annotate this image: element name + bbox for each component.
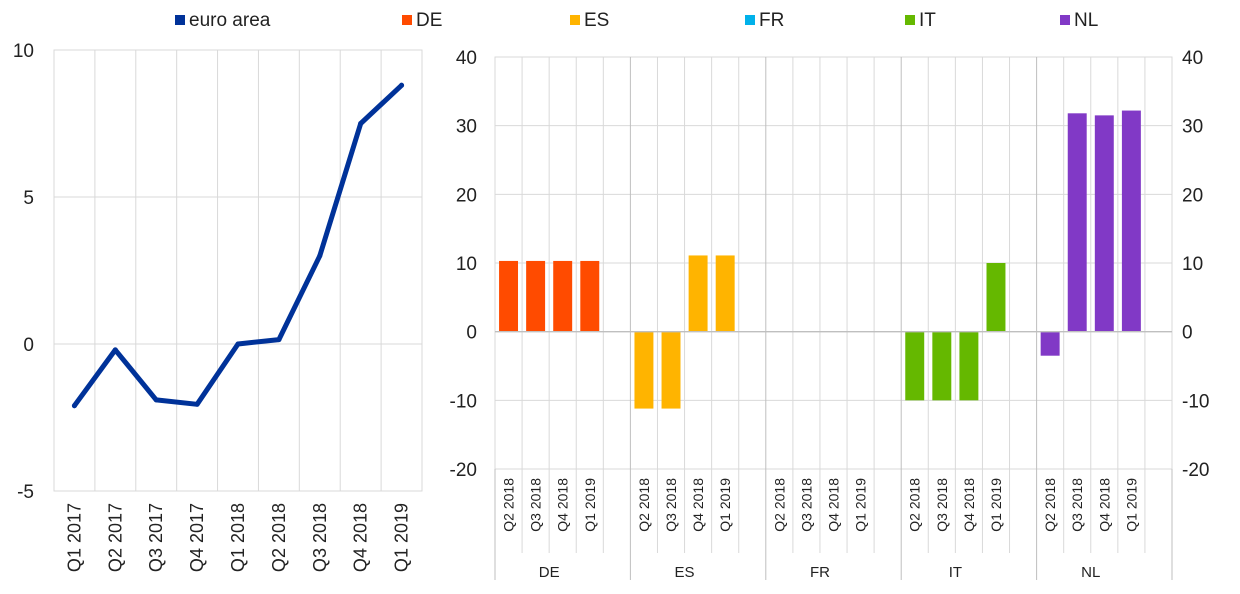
bar-x-tick-label: Q3 2018 bbox=[528, 478, 544, 532]
line-x-tick-label: Q2 2018 bbox=[269, 503, 289, 572]
bar-y-tick-label-left: -10 bbox=[450, 391, 477, 412]
bar-x-tick-label: Q2 2018 bbox=[636, 478, 652, 532]
line-x-tick-label: Q1 2019 bbox=[392, 503, 412, 572]
line-y-tick-label: 5 bbox=[23, 188, 34, 209]
bar-x-tick-label: Q2 2018 bbox=[1042, 478, 1058, 532]
bar-y-tick-label-right: 10 bbox=[1182, 254, 1203, 275]
bar-group-label-nl: NL bbox=[1081, 564, 1100, 581]
bar-y-tick-label-left: 30 bbox=[456, 117, 477, 138]
line-point bbox=[276, 337, 282, 343]
bar-nl-q4-2018 bbox=[1094, 115, 1114, 332]
bar-es-q3-2018 bbox=[661, 331, 681, 409]
bar-nl-q1-2019 bbox=[1121, 110, 1141, 332]
bar-y-tick-label-left: 0 bbox=[466, 323, 477, 344]
legend-swatch-it bbox=[905, 15, 915, 25]
legend-swatch-es bbox=[570, 15, 580, 25]
bar-x-tick-label: Q3 2018 bbox=[934, 478, 950, 532]
country-bar-chart: -20 -20 -10 -10 0 0 10 10 20 20 30 30 40 40 Q2 2018 Q3 … bbox=[450, 48, 1210, 581]
line-point bbox=[317, 253, 323, 259]
line-point bbox=[112, 347, 118, 353]
bar-x-tick-label: Q3 2018 bbox=[798, 478, 814, 532]
bar-x-tick-label: Q1 2019 bbox=[988, 478, 1004, 532]
bar-y-tick-label-right: 30 bbox=[1182, 117, 1203, 138]
bar-de-q2-2018 bbox=[499, 260, 519, 332]
line-point bbox=[194, 401, 200, 407]
bar-x-tick-label: Q1 2019 bbox=[582, 478, 598, 532]
bar-de-q3-2018 bbox=[526, 260, 546, 332]
bar-x-tick-label: Q1 2019 bbox=[1123, 478, 1139, 532]
bar-y-tick-label-left: -20 bbox=[450, 460, 477, 481]
line-point bbox=[235, 341, 241, 347]
line-series-euro-area bbox=[71, 82, 405, 409]
legend-label-nl: NL bbox=[1074, 10, 1098, 31]
legend-label-de: DE bbox=[416, 10, 442, 31]
bar-group-label-es: ES bbox=[675, 564, 695, 581]
legend-swatch-nl bbox=[1060, 15, 1070, 25]
bar-it-q2-2018 bbox=[905, 331, 925, 401]
bar-group-label-fr: FR bbox=[810, 564, 830, 581]
bar-group-label-de: DE bbox=[539, 564, 560, 581]
legend-label-fr: FR bbox=[759, 10, 784, 31]
legend-label-es: ES bbox=[584, 10, 609, 31]
bar-y-tick-label-left: 20 bbox=[456, 185, 477, 206]
bar-x-tick-label: Q4 2018 bbox=[826, 478, 842, 532]
bar-nl-q2-2018 bbox=[1040, 331, 1060, 356]
bar-x-tick-label: Q4 2018 bbox=[1096, 478, 1112, 532]
bar-y-tick-label-left: 40 bbox=[456, 48, 477, 69]
line-point bbox=[358, 121, 364, 126]
line-y-tick-label: 0 bbox=[23, 335, 34, 356]
bar-es-q4-2018 bbox=[688, 255, 708, 332]
bar-y-tick-label-right: -10 bbox=[1182, 391, 1209, 412]
bar-x-tick-label: Q4 2018 bbox=[961, 478, 977, 532]
bar-y-tick-label-right: 20 bbox=[1182, 185, 1203, 206]
line-x-tick-label: Q3 2018 bbox=[310, 503, 330, 572]
line-x-tick-label: Q4 2017 bbox=[187, 503, 207, 572]
line-y-tick-label: 10 bbox=[13, 41, 34, 62]
bar-y-tick-label-left: 10 bbox=[456, 254, 477, 275]
bar-es-q2-2018 bbox=[634, 331, 654, 409]
bar-nl-q3-2018 bbox=[1067, 113, 1087, 332]
bar-x-tick-label: Q4 2018 bbox=[690, 478, 706, 532]
line-x-tick-label: Q3 2017 bbox=[146, 503, 166, 572]
bar-y-tick-label-right: 40 bbox=[1182, 48, 1203, 69]
legend-label-it: IT bbox=[919, 10, 936, 31]
bar-x-tick-label: Q3 2018 bbox=[663, 478, 679, 532]
legend-swatch-de bbox=[402, 15, 412, 25]
line-x-tick-label: Q1 2017 bbox=[64, 503, 84, 572]
bar-x-tick-label: Q2 2018 bbox=[501, 478, 517, 532]
line-point bbox=[71, 403, 77, 409]
euro-area-line-chart: -5 0 5 10 Q1 2017 Q2 2017 Q3 2017 Q4 2017 Q1 201… bbox=[13, 41, 423, 572]
legend-swatch-euro-area bbox=[175, 15, 185, 25]
bar-de-q1-2019 bbox=[580, 260, 600, 332]
line-x-tick-label: Q2 2017 bbox=[105, 503, 125, 572]
line-x-tick-label: Q1 2018 bbox=[228, 503, 248, 572]
bar-x-tick-label: Q1 2019 bbox=[717, 478, 733, 532]
bar-y-tick-label-right: -20 bbox=[1182, 460, 1209, 481]
bar-it-q4-2018 bbox=[959, 331, 979, 401]
line-point bbox=[153, 397, 159, 403]
bar-it-q1-2019 bbox=[986, 263, 1006, 332]
line-y-tick-label: -5 bbox=[17, 482, 34, 503]
legend-label-euro-area: euro area bbox=[189, 10, 271, 31]
bar-group-label-it: IT bbox=[949, 564, 962, 581]
bar-x-tick-label: Q2 2018 bbox=[771, 478, 787, 532]
bar-y-tick-label-right: 0 bbox=[1182, 323, 1193, 344]
line-point bbox=[399, 82, 405, 88]
bar-x-tick-label: Q3 2018 bbox=[1069, 478, 1085, 532]
bar-x-tick-label: Q4 2018 bbox=[555, 478, 571, 532]
bar-es-q1-2019 bbox=[715, 255, 735, 332]
line-x-tick-label: Q4 2018 bbox=[351, 503, 371, 572]
bar-x-tick-label: Q1 2019 bbox=[853, 478, 869, 532]
bar-x-tick-label: Q2 2018 bbox=[907, 478, 923, 532]
legend-swatch-fr bbox=[745, 15, 755, 25]
bar-de-q4-2018 bbox=[553, 260, 573, 332]
bar-it-q3-2018 bbox=[932, 331, 952, 401]
chart-legend: euro area DE ES FR IT NL bbox=[175, 10, 1098, 31]
